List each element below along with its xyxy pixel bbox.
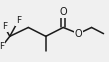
Text: O: O (75, 29, 82, 39)
Text: F: F (0, 42, 5, 51)
Text: O: O (59, 7, 67, 17)
Text: F: F (16, 16, 21, 25)
Text: F: F (2, 22, 7, 31)
